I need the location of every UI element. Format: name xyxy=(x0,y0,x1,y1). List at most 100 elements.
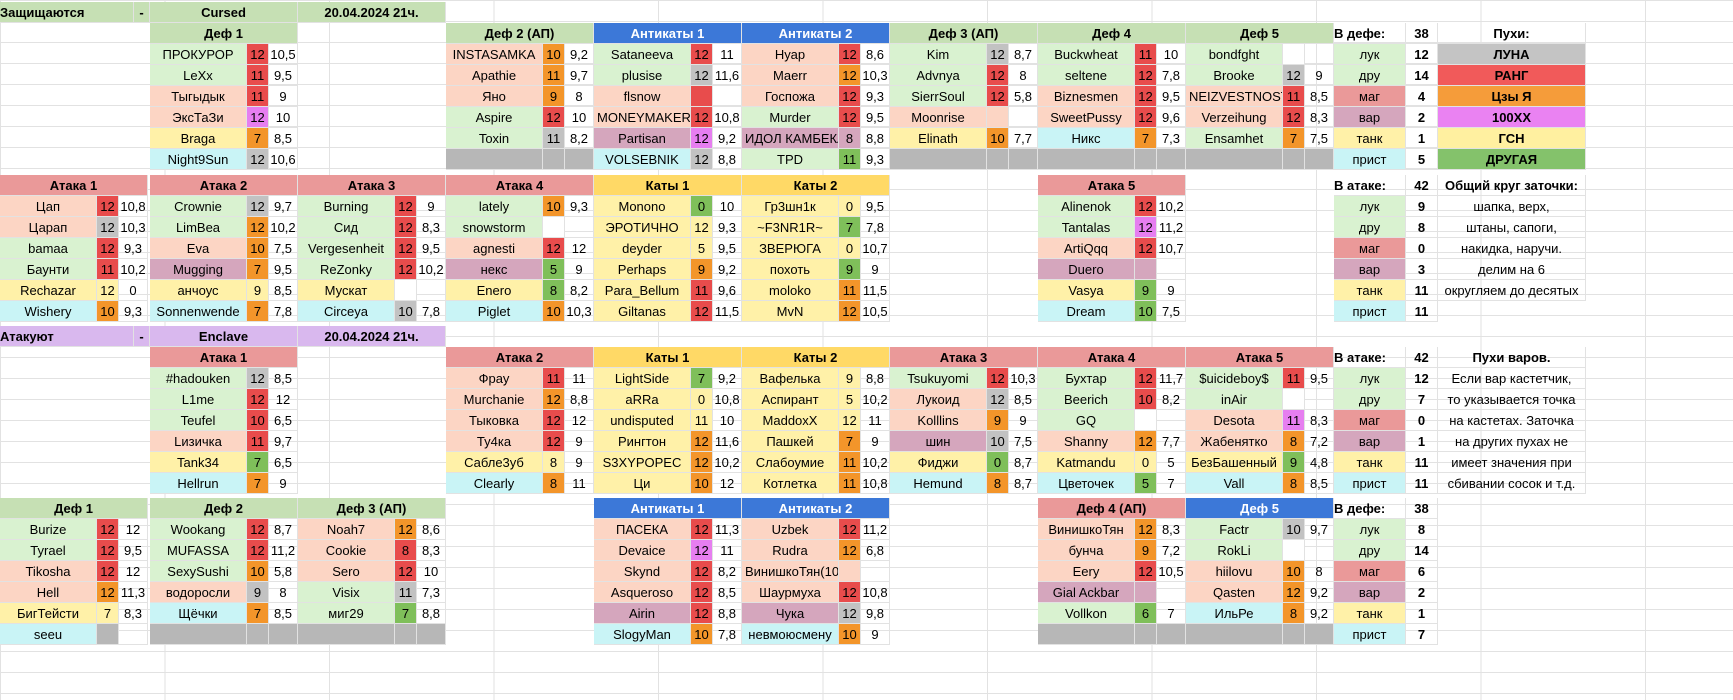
player-level[interactable]: 7 xyxy=(1135,128,1157,149)
player-name[interactable]: Maerr xyxy=(742,65,839,86)
player-value[interactable]: 8,3 xyxy=(1305,107,1334,128)
player-level[interactable]: 12 xyxy=(1135,65,1157,86)
player-value[interactable]: 8,8 xyxy=(713,149,742,170)
player-value[interactable]: 8 xyxy=(565,86,594,107)
player-value[interactable]: 9,3 xyxy=(119,301,148,322)
stats-value[interactable]: 7 xyxy=(1406,624,1438,645)
stats-title[interactable]: В дефе: xyxy=(1334,498,1406,519)
player-name[interactable]: Аспирант xyxy=(742,389,839,410)
player-value[interactable] xyxy=(1305,389,1334,410)
player-value[interactable]: 7,2 xyxy=(1157,540,1186,561)
player-name[interactable]: seltene xyxy=(1038,65,1135,86)
attacks-label[interactable]: Атакуют xyxy=(0,326,134,347)
player-name[interactable]: moloko xyxy=(742,280,839,301)
player-value[interactable]: 8,5 xyxy=(713,582,742,603)
stats-key[interactable]: маг xyxy=(1334,410,1406,431)
player-level[interactable]: 7 xyxy=(1283,128,1305,149)
player-value[interactable]: 10,8 xyxy=(861,473,890,494)
player-value[interactable]: 9,5 xyxy=(1157,86,1186,107)
player-name[interactable]: некс xyxy=(446,259,543,280)
stats-value[interactable]: 1 xyxy=(1406,431,1438,452)
player-name[interactable]: Factr xyxy=(1186,519,1283,540)
player-name[interactable]: Vergesenheit xyxy=(298,238,395,259)
player-value[interactable]: 9,5 xyxy=(269,259,298,280)
player-level[interactable]: 11 xyxy=(1283,86,1305,107)
player-name[interactable]: L1me xyxy=(150,389,247,410)
stats-value[interactable]: 14 xyxy=(1406,540,1438,561)
player-level[interactable]: 11 xyxy=(97,259,119,280)
player-name[interactable]: bondfght xyxy=(1186,44,1283,65)
stats-key[interactable]: танк xyxy=(1334,452,1406,473)
stats-total[interactable]: 38 xyxy=(1406,498,1438,519)
player-level[interactable]: 10 xyxy=(1135,301,1157,322)
player-value[interactable]: 7,7 xyxy=(1157,431,1186,452)
player-value[interactable] xyxy=(1009,149,1038,170)
stats-key[interactable]: лук xyxy=(1334,44,1406,65)
stats-title[interactable]: В дефе: xyxy=(1334,23,1406,44)
player-level[interactable]: 12 xyxy=(839,107,861,128)
player-value[interactable]: 10,2 xyxy=(269,217,298,238)
group-header[interactable]: Деф 2 (АП) xyxy=(446,23,594,44)
player-name[interactable]: Ци xyxy=(594,473,691,494)
player-value[interactable]: 12 xyxy=(119,561,148,582)
player-name[interactable]: Verzeihung xyxy=(1186,107,1283,128)
player-name[interactable]: Tyrael xyxy=(0,540,97,561)
player-value[interactable]: 10,5 xyxy=(1157,561,1186,582)
player-name[interactable]: inAir xyxy=(1186,389,1283,410)
group-header[interactable]: Деф 1 xyxy=(0,498,148,519)
player-name[interactable]: Hellrun xyxy=(150,473,247,494)
player-value[interactable]: 12 xyxy=(565,238,594,259)
player-name[interactable]: Eery xyxy=(1038,561,1135,582)
player-level[interactable]: 11 xyxy=(691,280,713,301)
player-value[interactable]: 10 xyxy=(565,107,594,128)
player-level[interactable]: 10 xyxy=(691,473,713,494)
player-value[interactable]: 10,2 xyxy=(417,259,446,280)
player-value[interactable]: 8,3 xyxy=(119,603,148,624)
player-value[interactable]: 9 xyxy=(565,452,594,473)
player-name[interactable]: Burize xyxy=(0,519,97,540)
player-name[interactable] xyxy=(150,624,247,645)
legend-item[interactable]: ЛУНА xyxy=(1438,44,1586,65)
player-value[interactable]: 9,3 xyxy=(565,196,594,217)
group-header[interactable]: Антикаты 2 xyxy=(742,23,890,44)
stats-key[interactable]: дру xyxy=(1334,217,1406,238)
player-name[interactable]: Circeya xyxy=(298,301,395,322)
player-value[interactable]: 9,5 xyxy=(119,540,148,561)
player-name[interactable]: undisputed xyxy=(594,410,691,431)
player-value[interactable]: 10,2 xyxy=(119,259,148,280)
player-name[interactable]: Monono xyxy=(594,196,691,217)
player-value[interactable]: 11 xyxy=(861,410,890,431)
stats-key[interactable]: лук xyxy=(1334,196,1406,217)
player-value[interactable]: 7,3 xyxy=(1157,128,1186,149)
player-value[interactable] xyxy=(1305,540,1334,561)
group-header[interactable]: Деф 5 xyxy=(1186,498,1334,519)
player-level[interactable]: 12 xyxy=(395,259,417,280)
player-level[interactable]: 10 xyxy=(247,561,269,582)
player-level[interactable] xyxy=(247,624,269,645)
player-name[interactable]: snowstorm xyxy=(446,217,543,238)
player-level[interactable]: 12 xyxy=(1283,107,1305,128)
player-name[interactable]: $uicideboy$ xyxy=(1186,368,1283,389)
player-name[interactable]: Noah7 xyxy=(298,519,395,540)
player-value[interactable]: 9,2 xyxy=(713,259,742,280)
player-name[interactable]: Asqueroso xyxy=(594,582,691,603)
stats-value[interactable]: 7 xyxy=(1406,389,1438,410)
player-value[interactable]: 9,3 xyxy=(713,217,742,238)
player-level[interactable]: 12 xyxy=(839,65,861,86)
player-name[interactable]: lately xyxy=(446,196,543,217)
player-value[interactable]: 8,5 xyxy=(269,368,298,389)
player-level[interactable]: 11 xyxy=(839,473,861,494)
player-level[interactable]: 12 xyxy=(839,603,861,624)
player-level[interactable]: 11 xyxy=(543,128,565,149)
player-value[interactable] xyxy=(417,280,446,301)
player-level[interactable]: 12 xyxy=(395,519,417,540)
stats-value[interactable]: 11 xyxy=(1406,280,1438,301)
legend-title[interactable]: Пухи: xyxy=(1438,23,1586,44)
player-level[interactable]: 8 xyxy=(543,280,565,301)
stats-value[interactable]: 1 xyxy=(1406,603,1438,624)
stats-title[interactable]: В атаке: xyxy=(1334,175,1406,196)
player-level[interactable] xyxy=(1283,624,1305,645)
player-name[interactable]: Жабенятко xyxy=(1186,431,1283,452)
player-name[interactable]: Гр3шн1к xyxy=(742,196,839,217)
group-header[interactable]: Деф 4 xyxy=(1038,23,1186,44)
